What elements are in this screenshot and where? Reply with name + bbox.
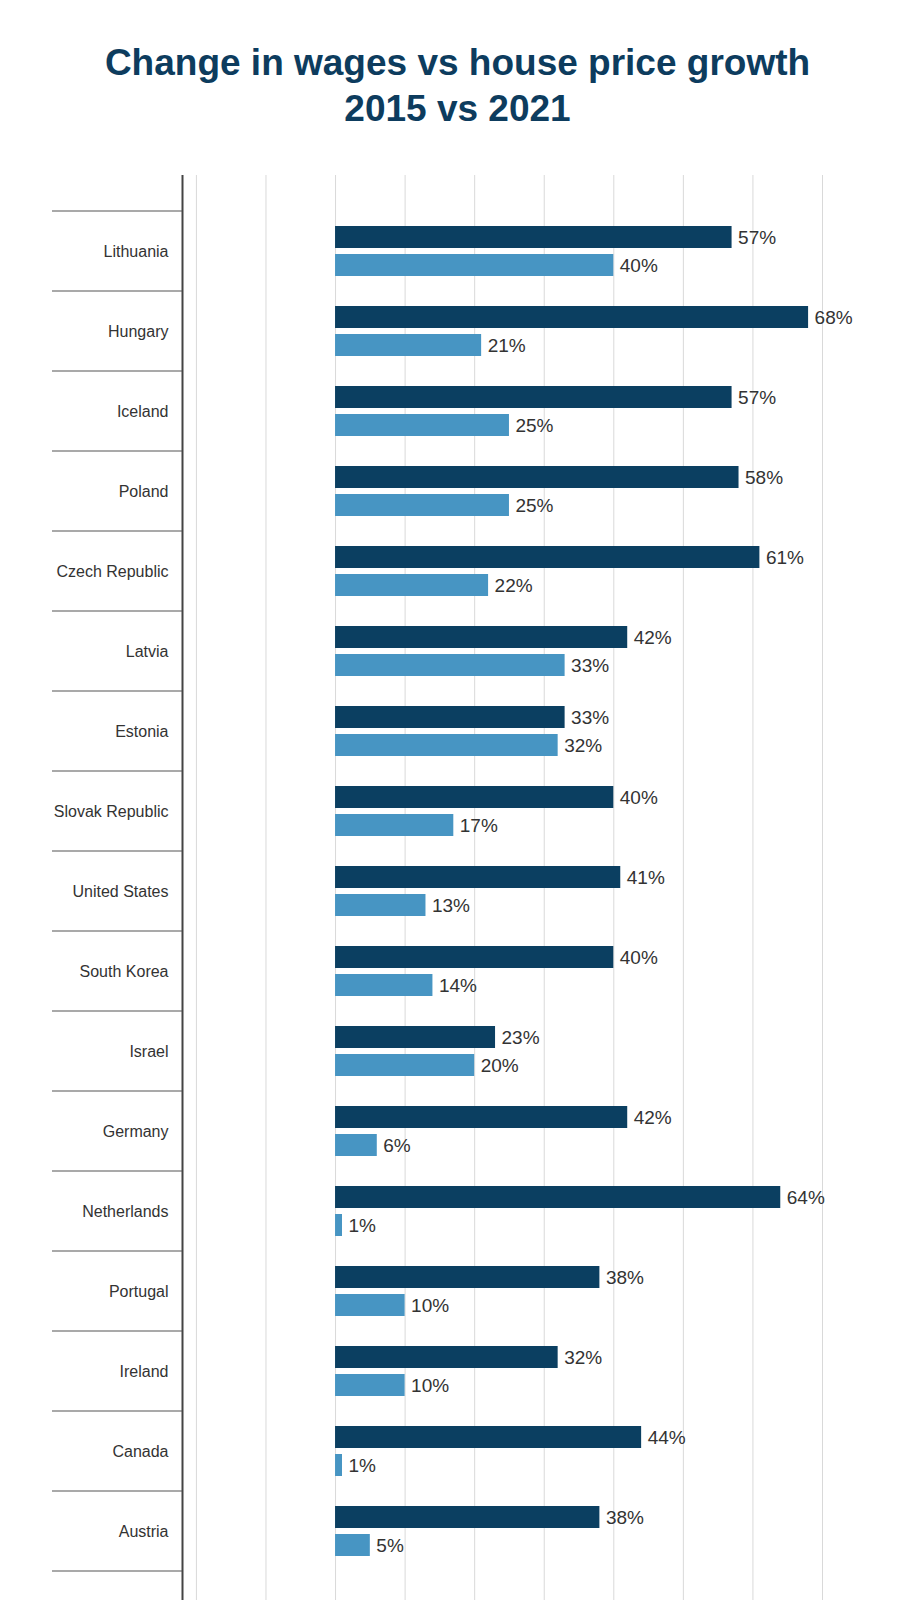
svg-text:5%: 5% xyxy=(376,1535,404,1556)
svg-text:23%: 23% xyxy=(502,1027,540,1048)
svg-text:40%: 40% xyxy=(620,255,658,276)
svg-text:17%: 17% xyxy=(460,815,498,836)
svg-text:Ireland: Ireland xyxy=(120,1363,169,1380)
svg-text:Estonia: Estonia xyxy=(115,723,168,740)
svg-text:United States: United States xyxy=(72,883,168,900)
html-text:Change in wages vs house price: Change in wages vs house price growth xyxy=(104,42,811,83)
svg-text:Lithuania: Lithuania xyxy=(104,243,169,260)
svg-text:Israel: Israel xyxy=(129,1043,168,1060)
svg-text:25%: 25% xyxy=(515,415,553,436)
svg-text:Hungary: Hungary xyxy=(108,323,168,340)
svg-text:10%: 10% xyxy=(411,1375,449,1396)
svg-text:32%: 32% xyxy=(564,1347,602,1368)
svg-text:Portugal: Portugal xyxy=(109,1283,169,1300)
svg-text:Czech Republic: Czech Republic xyxy=(56,563,168,580)
svg-text:Latvia: Latvia xyxy=(126,643,169,660)
svg-text:61%: 61% xyxy=(766,547,804,568)
svg-text:14%: 14% xyxy=(439,975,477,996)
svg-text:6%: 6% xyxy=(383,1135,411,1156)
svg-text:40%: 40% xyxy=(620,947,658,968)
html-text:2015 vs 2021: 2015 vs 2021 xyxy=(344,88,571,129)
svg-text:Austria: Austria xyxy=(119,1523,169,1540)
svg-text:32%: 32% xyxy=(564,735,602,756)
svg-text:25%: 25% xyxy=(515,495,553,516)
svg-text:Netherlands: Netherlands xyxy=(82,1203,168,1220)
svg-text:33%: 33% xyxy=(571,655,609,676)
svg-text:1%: 1% xyxy=(349,1215,377,1236)
svg-text:38%: 38% xyxy=(606,1507,644,1528)
svg-text:Germany: Germany xyxy=(103,1123,169,1140)
svg-text:58%: 58% xyxy=(745,467,783,488)
svg-text:20%: 20% xyxy=(481,1055,519,1076)
svg-text:64%: 64% xyxy=(787,1187,825,1208)
svg-text:Poland: Poland xyxy=(119,483,169,500)
svg-text:Canada: Canada xyxy=(112,1443,168,1460)
svg-text:1%: 1% xyxy=(349,1455,377,1476)
svg-text:22%: 22% xyxy=(495,575,533,596)
svg-text:42%: 42% xyxy=(634,627,672,648)
svg-text:38%: 38% xyxy=(606,1267,644,1288)
svg-text:68%: 68% xyxy=(815,307,853,328)
svg-text:57%: 57% xyxy=(738,387,776,408)
svg-text:41%: 41% xyxy=(627,867,665,888)
svg-text:40%: 40% xyxy=(620,787,658,808)
svg-text:21%: 21% xyxy=(488,335,526,356)
svg-text:57%: 57% xyxy=(738,227,776,248)
svg-text:Slovak Republic: Slovak Republic xyxy=(54,803,169,820)
svg-text:Iceland: Iceland xyxy=(117,403,169,420)
svg-text:44%: 44% xyxy=(648,1427,686,1448)
svg-text:33%: 33% xyxy=(571,707,609,728)
svg-text:42%: 42% xyxy=(634,1107,672,1128)
svg-text:13%: 13% xyxy=(432,895,470,916)
svg-text:South Korea: South Korea xyxy=(80,963,169,980)
svg-text:10%: 10% xyxy=(411,1295,449,1316)
